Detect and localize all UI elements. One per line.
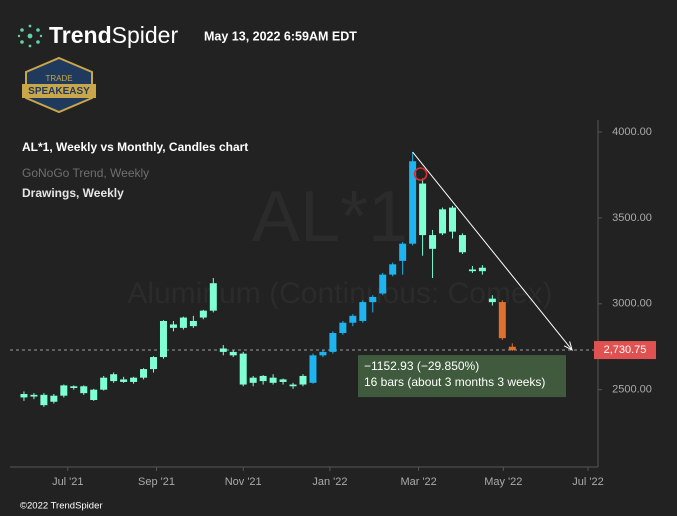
candle-body: [289, 384, 297, 387]
candle-body: [319, 351, 327, 356]
candle-body: [20, 393, 28, 398]
x-tick-label: Mar '22: [400, 476, 436, 488]
measure-span: 16 bars (about 3 months 3 weeks): [364, 375, 545, 389]
logo-name: SPEAKEASY: [28, 86, 90, 97]
candle-body: [468, 269, 476, 272]
candle-body: [179, 317, 187, 328]
measure-arrow: [412, 151, 573, 351]
candle-body: [429, 235, 437, 249]
candle-body: [60, 385, 68, 396]
candle-body: [80, 386, 88, 394]
candle-body: [369, 296, 377, 303]
candle-body: [359, 302, 367, 321]
candle-body: [299, 375, 307, 385]
candle-body: [100, 377, 108, 390]
candle-body: [419, 183, 427, 236]
candle-body: [279, 379, 287, 382]
candle-body: [409, 161, 417, 244]
chart-title: AL*1, Weekly vs Monthly, Candles chart: [22, 140, 248, 154]
candle-body: [90, 389, 98, 401]
logo-band: [22, 84, 96, 98]
candle-body: [458, 235, 466, 253]
watermark-name: Aluminum (Continuous: Comex): [127, 277, 552, 310]
legend-line: GoNoGo Trend, Weekly: [22, 166, 149, 180]
candle-body: [70, 386, 78, 388]
footer: ©2022 TrendSpider: [20, 501, 103, 512]
candle-body: [498, 302, 506, 339]
x-tick-label: Nov '21: [225, 476, 262, 488]
candle-body: [40, 394, 48, 406]
speakeasy-logo: TRADE SPEAKEASY: [22, 56, 96, 114]
candle-body: [269, 377, 277, 383]
x-tick-label: Jul '22: [572, 476, 603, 488]
candle-body: [448, 207, 456, 232]
x-tick-label: May '22: [484, 476, 522, 488]
candle-body: [478, 267, 486, 272]
candle-body: [309, 355, 317, 383]
y-tick-label: 4000.00: [612, 126, 652, 138]
measure-arrowhead: [563, 341, 573, 352]
candle-body: [239, 353, 247, 385]
candle-body: [150, 357, 158, 370]
candle-body: [209, 283, 217, 311]
measure-box: [358, 355, 566, 398]
last-price-label: 2,730.75: [604, 344, 647, 356]
y-tick-label: 2500.00: [612, 384, 652, 396]
candle-body: [110, 374, 118, 382]
candle-body: [199, 310, 207, 318]
brand-light: Spider: [112, 22, 179, 48]
candle-body: [50, 395, 58, 402]
candle-body: [329, 333, 337, 352]
y-tick-label: 3000.00: [612, 298, 652, 310]
candle-body: [339, 322, 347, 334]
legend-line: Drawings, Weekly: [22, 186, 124, 200]
candle-body: [130, 377, 138, 382]
candle-body: [399, 243, 407, 261]
last-price-box: [594, 341, 656, 360]
candle-body: [488, 298, 496, 303]
candle-body: [349, 315, 357, 323]
brand: TrendSpider: [49, 22, 178, 48]
candle-body: [189, 320, 197, 327]
candle-body: [439, 209, 447, 234]
y-tick-label: 3500.00: [612, 212, 652, 224]
candle-body: [249, 377, 257, 383]
candle-body: [229, 351, 237, 356]
candle-body: [219, 348, 227, 352]
candle-body: [120, 379, 128, 382]
candle-body: [389, 264, 397, 275]
logo-top: TRADE: [45, 74, 72, 83]
timestamp: May 13, 2022 6:59AM EDT: [204, 29, 357, 43]
candle-body: [169, 324, 177, 328]
x-tick-label: Jan '22: [312, 476, 347, 488]
candle-body: [379, 274, 387, 294]
candle-body: [159, 320, 167, 358]
brand-bold: Trend: [49, 22, 112, 48]
measure-start: [413, 167, 428, 181]
candle-body: [508, 346, 516, 351]
watermark: AL*1 Aluminum (Continuous: Comex): [127, 177, 552, 310]
candle-body: [259, 375, 267, 382]
candle-body: [30, 394, 38, 397]
watermark-symbol: AL*1: [252, 177, 408, 257]
x-tick-label: Jul '21: [52, 476, 83, 488]
x-tick-label: Sep '21: [138, 476, 175, 488]
candle-body: [140, 369, 148, 378]
measure-change: −1152.93 (−29.850%): [364, 359, 479, 373]
brand-icon: [17, 24, 43, 48]
